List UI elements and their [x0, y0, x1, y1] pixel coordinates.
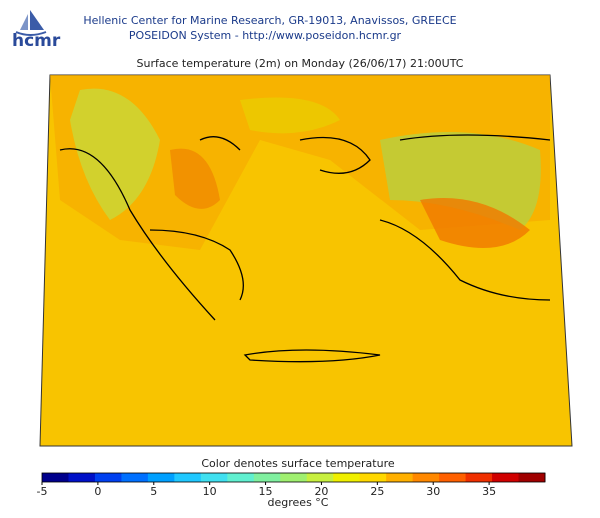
map — [39, 74, 573, 447]
colorbar: -5 0 5 10 15 20 25 30 35 — [37, 472, 546, 498]
colorbar-tick-label: 15 — [259, 485, 273, 498]
organization: Hellenic Center for Marine Research, GR-… — [83, 14, 456, 27]
colorbar-segment — [174, 473, 202, 482]
colorbar-tick-label: 25 — [370, 485, 384, 498]
colorbar-segment — [439, 473, 467, 482]
colorbar-unit: degrees °C — [268, 496, 329, 509]
colorbar-segment — [333, 473, 361, 482]
colorbar-segment — [492, 473, 520, 482]
colorbar-segment — [280, 473, 308, 482]
colorbar-segment — [306, 473, 334, 482]
system: POSEIDON System - http://www.poseidon.hc… — [129, 29, 402, 42]
colorbar-segment — [121, 473, 149, 482]
colorbar-segment — [147, 473, 175, 482]
colorbar-tick-label: 30 — [426, 485, 440, 498]
colorbar-segment — [68, 473, 96, 482]
colorbar-frame — [41, 472, 546, 483]
colorbar-segment — [253, 473, 281, 482]
colorbar-segment — [227, 473, 255, 482]
logo: hcmr — [12, 10, 61, 51]
colorbar-segment — [465, 473, 493, 482]
colorbar-label: Color denotes surface temperature — [201, 457, 395, 470]
colorbar-segment — [359, 473, 387, 482]
colorbar-tick-label: 20 — [314, 485, 328, 498]
colorbar-tick-label: 0 — [94, 485, 101, 498]
colorbar-segment — [200, 473, 228, 482]
colorbar-tick-label: 10 — [203, 485, 217, 498]
colorbar-tick-label: 5 — [150, 485, 157, 498]
colorbar-tick-label: -5 — [37, 485, 48, 498]
colorbar-segment — [518, 473, 546, 482]
map-title: Surface temperature (2m) on Monday (26/0… — [137, 57, 464, 70]
colorbar-tick-label: 35 — [482, 485, 496, 498]
colorbar-segment — [412, 473, 440, 482]
colorbar-segment — [94, 473, 122, 482]
colorbar-segment — [42, 473, 69, 482]
logo-text: hcmr — [12, 31, 61, 51]
colorbar-segment — [386, 473, 414, 482]
